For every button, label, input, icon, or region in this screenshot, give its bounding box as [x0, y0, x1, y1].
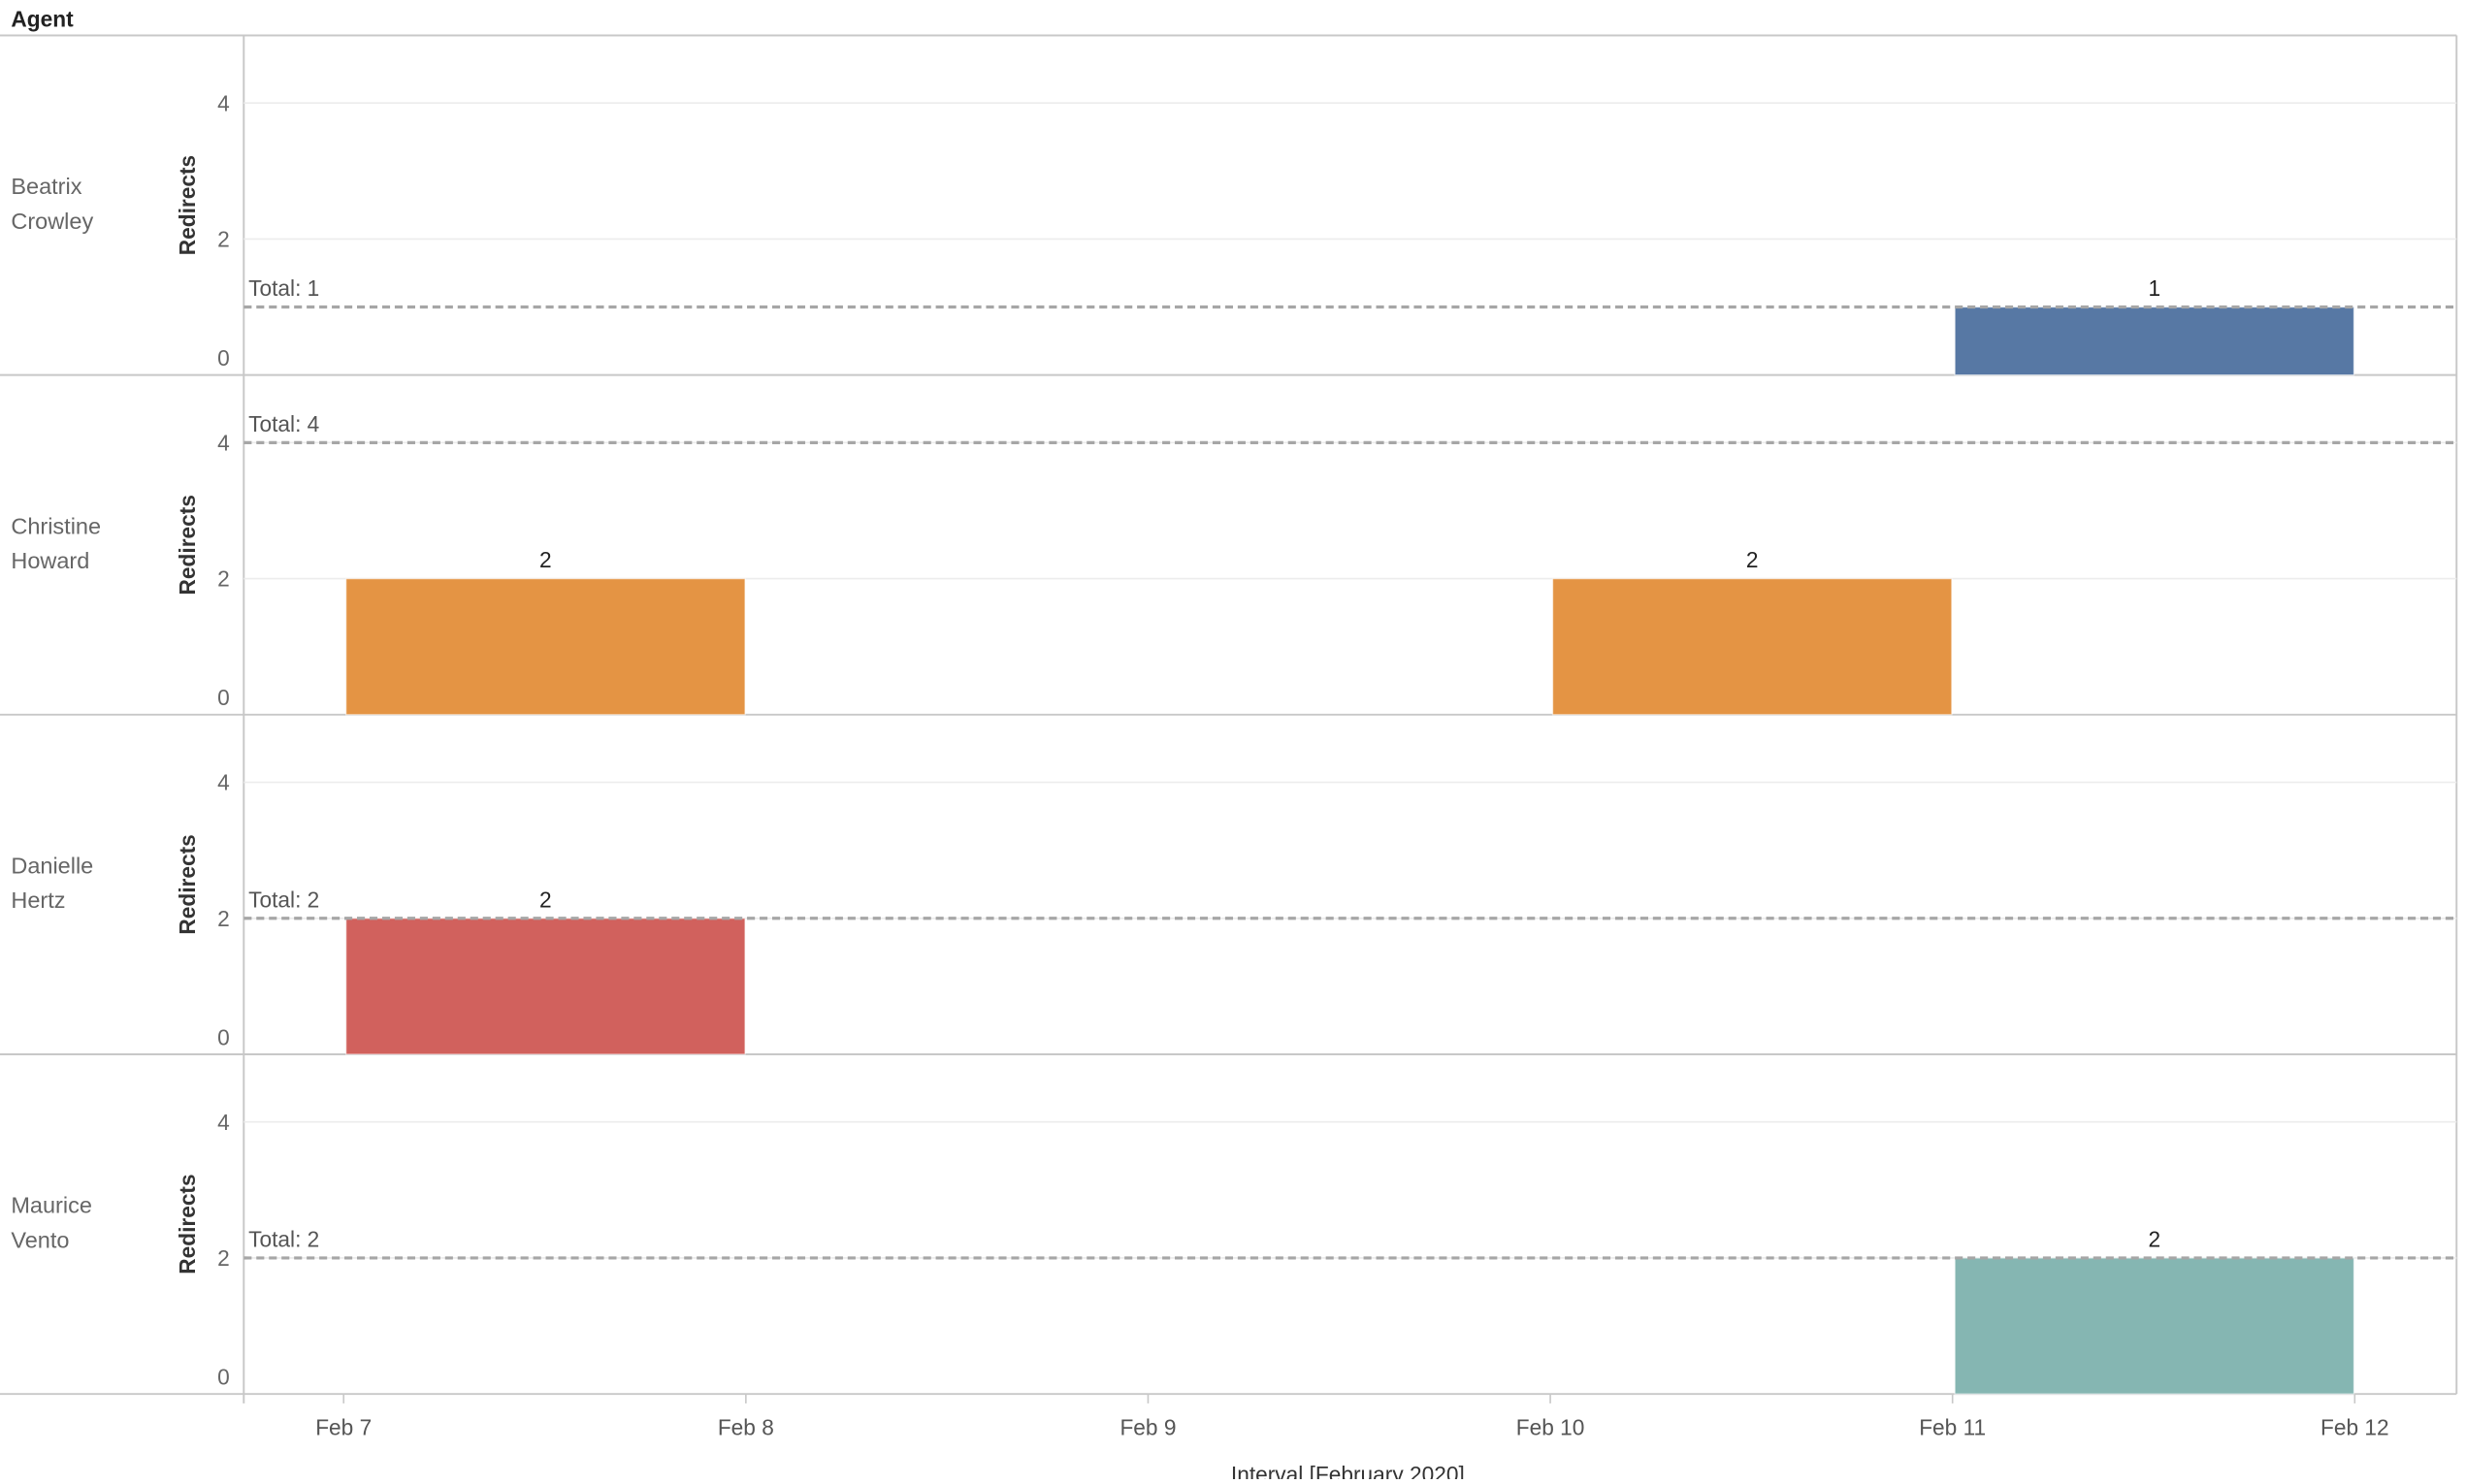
agent-name-label: Howard: [11, 548, 89, 573]
x-tick-label: Feb 7: [315, 1414, 372, 1439]
total-reference-label: Total: 1: [248, 275, 319, 301]
agent-name-label: Crowley: [11, 209, 93, 234]
x-tick-label: Feb 10: [1516, 1414, 1585, 1439]
y-tick-label: 4: [217, 90, 230, 115]
bar[interactable]: [346, 919, 745, 1054]
agent-name-label: Beatrix: [11, 174, 81, 199]
y-tick-label: 4: [217, 430, 230, 455]
y-axis-title: Redirects: [175, 155, 200, 255]
y-tick-label: 0: [217, 1364, 230, 1389]
agent-name-label: Maurice: [11, 1193, 92, 1218]
x-tick-label: Feb 8: [718, 1414, 774, 1439]
agent-name-label: Hertz: [11, 887, 65, 913]
bar[interactable]: [346, 579, 745, 715]
agent-name-label: Vento: [11, 1227, 69, 1252]
bar[interactable]: [1955, 1258, 2353, 1394]
y-tick-label: 0: [217, 345, 230, 371]
bar[interactable]: [1553, 579, 1952, 715]
y-axis-title: Redirects: [175, 495, 200, 595]
total-reference-label: Total: 4: [248, 411, 319, 436]
y-tick-label: 2: [217, 227, 230, 252]
bar-value-label: 2: [539, 887, 552, 912]
bar-value-label: 2: [539, 547, 552, 572]
row-header-label: Agent: [11, 7, 74, 32]
total-reference-label: Total: 2: [248, 1227, 319, 1252]
y-tick-label: 0: [217, 685, 230, 710]
x-tick-label: Feb 11: [1919, 1414, 1986, 1439]
agent-name-label: Christine: [11, 513, 101, 538]
y-axis-title: Redirects: [175, 834, 200, 934]
x-tick-label: Feb 12: [2320, 1414, 2389, 1439]
x-axis-title: Interval [February 2020]: [1231, 1462, 1465, 1479]
bar-value-label: 2: [2148, 1227, 2160, 1252]
y-tick-label: 2: [217, 906, 230, 931]
y-tick-label: 4: [217, 1110, 230, 1135]
agent-name-label: Danielle: [11, 854, 93, 879]
bar[interactable]: [1955, 307, 2353, 375]
x-tick-label: Feb 9: [1119, 1414, 1176, 1439]
y-axis-title: Redirects: [175, 1174, 200, 1274]
y-tick-label: 2: [217, 1245, 230, 1271]
bar-value-label: 2: [1746, 547, 1759, 572]
bar-value-label: 1: [2148, 275, 2160, 301]
y-tick-label: 2: [217, 566, 230, 592]
y-tick-label: 4: [217, 770, 230, 795]
y-tick-label: 0: [217, 1024, 230, 1049]
total-reference-label: Total: 2: [248, 887, 319, 912]
